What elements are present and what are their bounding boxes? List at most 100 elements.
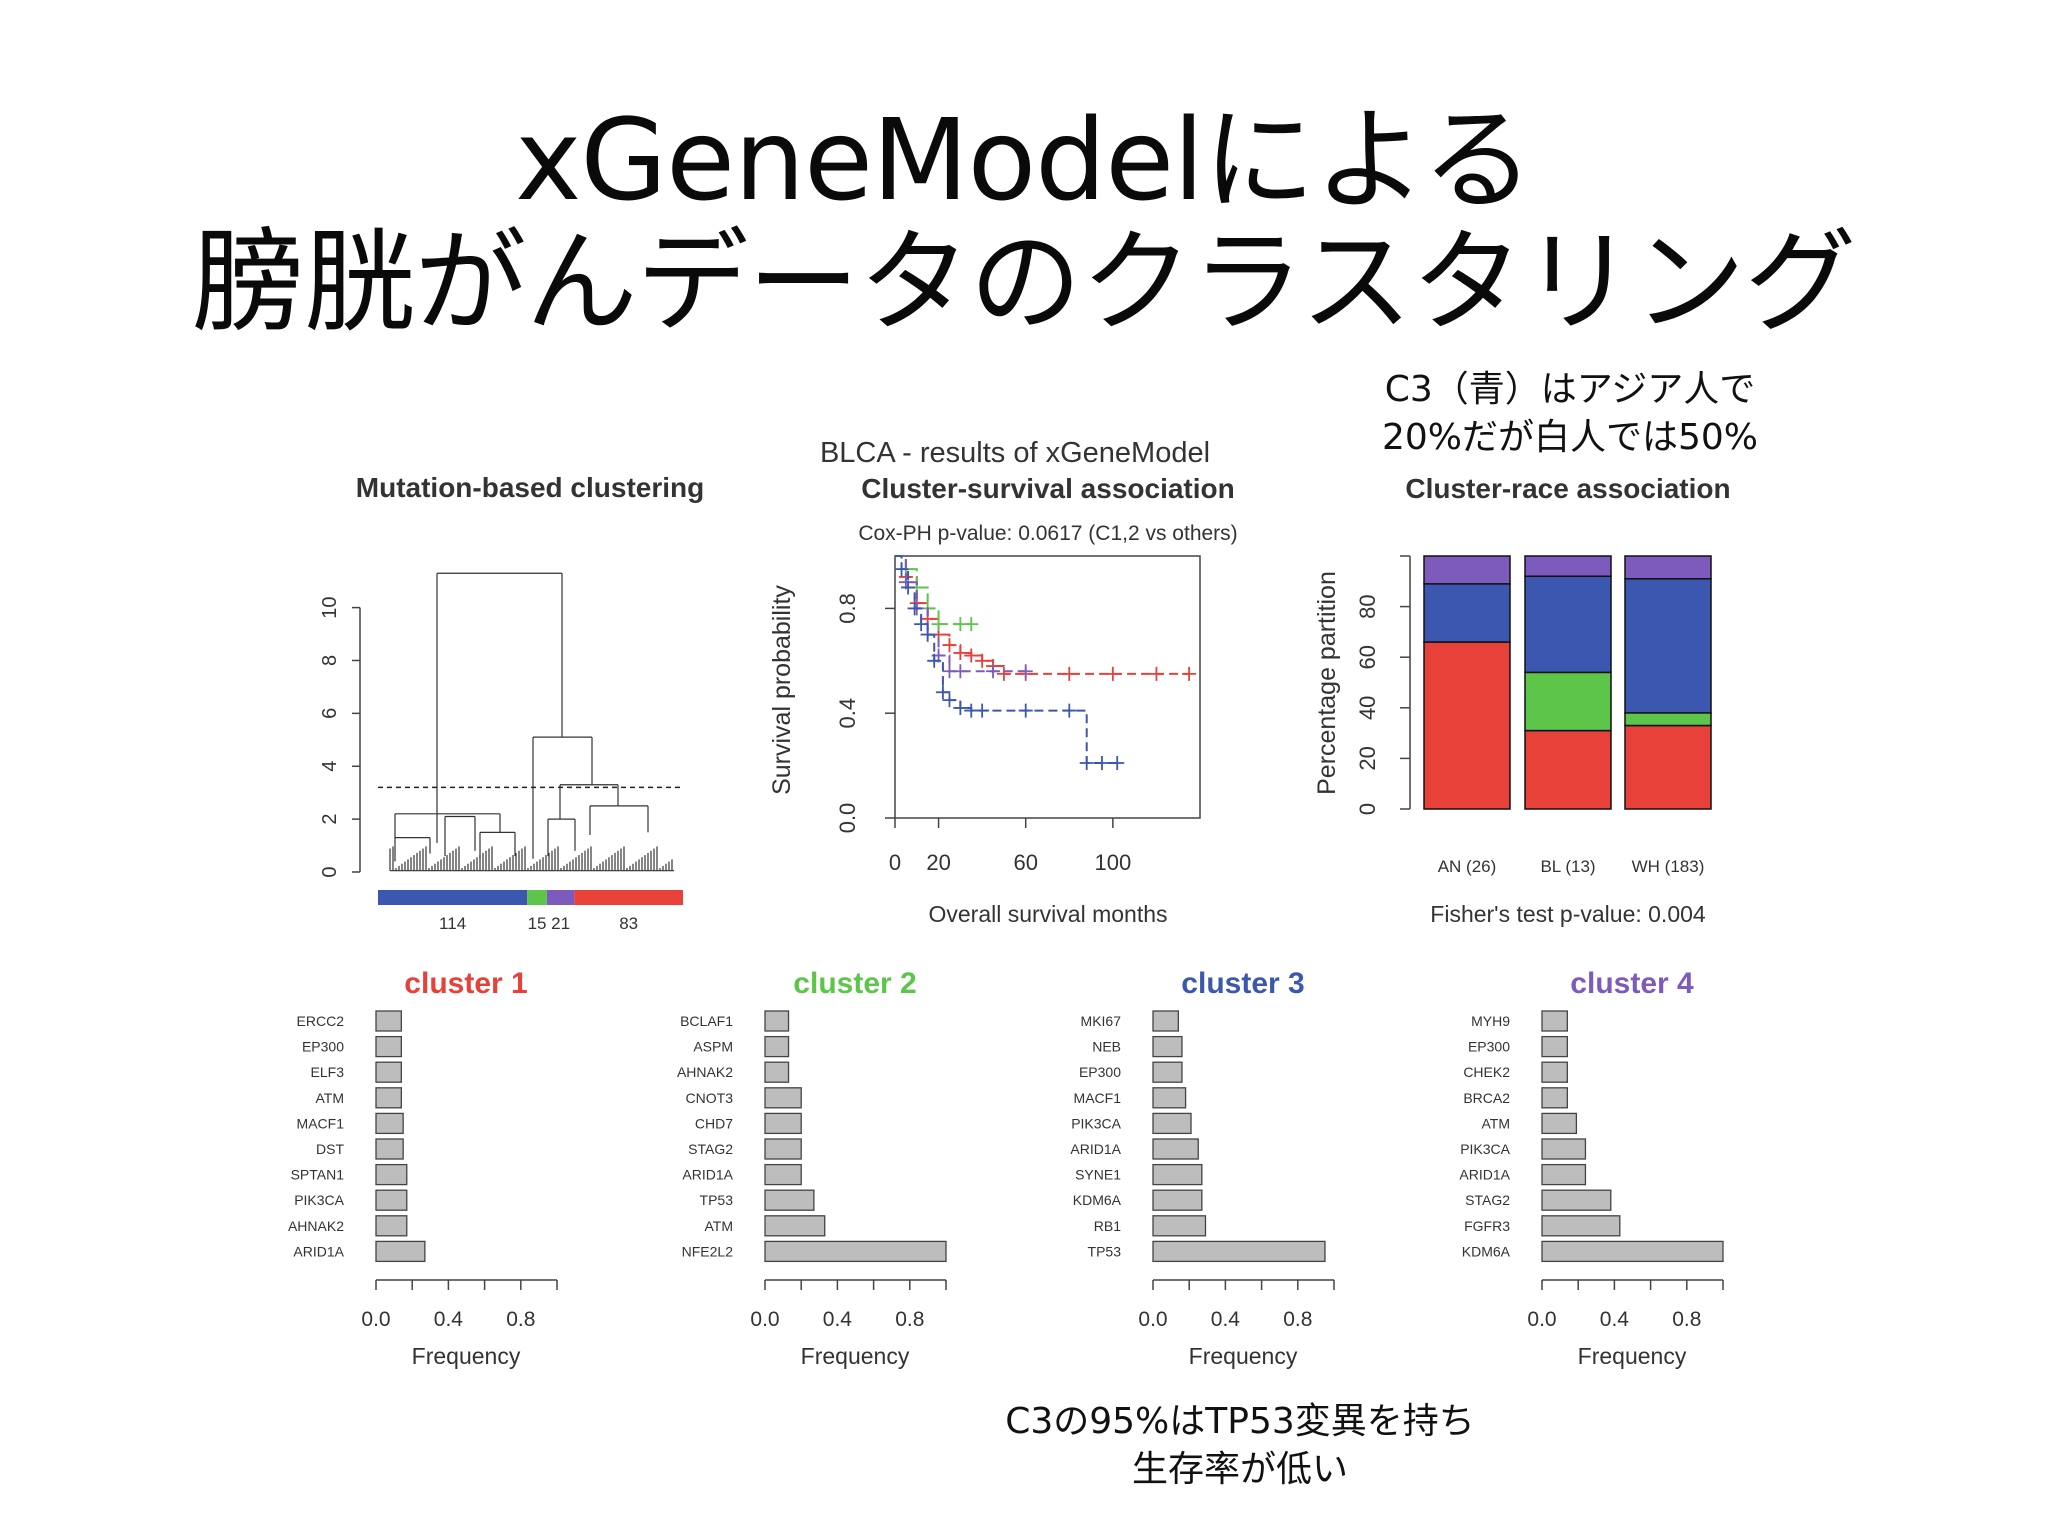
dendrogram-cluster-strip: [527, 890, 547, 905]
cluster1-bar: [375, 1087, 402, 1109]
cluster3-gene-label: EP300: [1079, 1064, 1121, 1080]
cluster4-gene-label: EP300: [1468, 1039, 1510, 1055]
cluster4-gene-label: ARID1A: [1459, 1167, 1510, 1183]
survival-censor-mark-blue: [1079, 755, 1094, 770]
cluster3-x-tick-label: 0.0: [1138, 1308, 1167, 1331]
tp53-annotation-line2: 生存率が低い: [1131, 1449, 1348, 1490]
race-bar-segment-green: [1624, 712, 1712, 727]
cluster2-x-tick-label: 0.8: [895, 1308, 924, 1331]
cluster2-gene-label: CHD7: [695, 1115, 733, 1131]
survival-censor-mark-blue: [927, 653, 942, 668]
cluster1-bar: [375, 1215, 408, 1237]
survival-x-tick-label: 20: [926, 850, 950, 875]
cluster2-bar: [764, 1087, 802, 1109]
survival-censor-mark-blue: [953, 700, 968, 715]
dendrogram-y-tick-label: 4: [319, 761, 341, 772]
survival-censor-mark-blue: [942, 693, 957, 708]
cluster3-gene-label: KDM6A: [1073, 1192, 1122, 1208]
race-bar-segment-red: [1624, 724, 1712, 810]
cluster1-x-tick-label: 0.0: [361, 1308, 390, 1331]
cluster4-bar: [1541, 1035, 1568, 1058]
cluster2-gene-label: TP53: [700, 1192, 734, 1208]
cluster3-bar: [1152, 1087, 1187, 1109]
survival-censor-mark-blue: [901, 580, 916, 595]
survival-censor-mark-purple: [953, 664, 968, 679]
cluster1-gene-label: DST: [316, 1141, 344, 1157]
cluster2-gene-label: AHNAK2: [677, 1064, 733, 1080]
dendrogram-title: Mutation-based clustering: [356, 472, 704, 503]
cluster4-x-tick-label: 0.0: [1527, 1308, 1556, 1331]
cluster3-bar: [1152, 1010, 1179, 1032]
race-annotation-line1: C3（青）はアジア人で: [1384, 369, 1756, 410]
cluster4-bar: [1541, 1240, 1724, 1263]
cluster4-gene-label: KDM6A: [1462, 1243, 1511, 1259]
survival-x-label: Overall survival months: [928, 901, 1167, 927]
cluster1-x-tick-label: 0.8: [506, 1308, 535, 1331]
race-y-tick-label: 60: [1355, 645, 1380, 669]
cluster3-gene-label: MACF1: [1074, 1090, 1122, 1106]
cluster3-gene-label: RB1: [1094, 1218, 1121, 1234]
race-bar-segment-blue: [1524, 575, 1612, 674]
dendrogram-cluster-strip: [574, 890, 683, 905]
cluster2-gene-label: CNOT3: [686, 1090, 734, 1106]
race-y-tick-label: 0: [1355, 803, 1380, 815]
survival-censor-mark-red: [1182, 666, 1197, 681]
cluster1-bar: [375, 1138, 404, 1160]
dendrogram-cluster-size: 114: [439, 914, 466, 933]
cluster2-x-label: Frequency: [801, 1343, 910, 1369]
dendrogram-cluster-strip: [546, 890, 575, 905]
cluster3-title: cluster 3: [1181, 967, 1304, 1000]
cluster4-bar: [1541, 1112, 1578, 1135]
survival-censor-mark-green: [964, 617, 979, 632]
cluster4-gene-label: MYH9: [1471, 1013, 1510, 1029]
cluster1-gene-label: ATM: [315, 1090, 344, 1106]
cluster3-bar: [1152, 1215, 1207, 1237]
cluster4-gene-label: BRCA2: [1463, 1090, 1510, 1106]
cluster2-gene-label: STAG2: [688, 1141, 733, 1157]
survival-censor-mark-blue: [894, 562, 909, 577]
cluster4-bar: [1541, 1163, 1587, 1186]
survival-censor-mark-red: [953, 645, 968, 660]
race-y-tick-label: 20: [1355, 746, 1380, 770]
cluster2-gene-label: NFE2L2: [682, 1243, 734, 1259]
survival-title: Cluster-survival association: [861, 473, 1234, 504]
cluster2-gene-label: ASPM: [693, 1039, 733, 1055]
cluster3-x-label: Frequency: [1189, 1343, 1298, 1369]
cluster2-bar: [764, 1215, 826, 1237]
race-panel: Cluster-race association 0 20 40 60 80 Percent…: [1313, 473, 1731, 927]
survival-censor-mark-red: [1062, 666, 1077, 681]
cluster3-gene-label: SYNE1: [1075, 1167, 1121, 1183]
dendrogram-y-tick-label: 0: [319, 866, 341, 877]
cluster4-panel: cluster 4 MYH9 EP300 CHEK2 BRCA2 ATM PIK3CA ARI…: [1459, 967, 1724, 1369]
cluster4-x-label: Frequency: [1578, 1343, 1687, 1369]
cluster2-bar: [764, 1061, 790, 1083]
race-category-label: WH (183): [1632, 857, 1705, 876]
race-bar-segment-purple: [1624, 555, 1712, 580]
cluster3-x-tick-label: 0.8: [1283, 1308, 1312, 1331]
cluster2-gene-label: BCLAF1: [680, 1013, 733, 1029]
survival-censor-mark-blue: [1062, 703, 1077, 718]
survival-censor-mark-red: [1149, 666, 1164, 681]
cluster4-gene-label: STAG2: [1465, 1192, 1510, 1208]
race-bar-segment-blue: [1423, 583, 1511, 643]
dendrogram-cluster-size: 15: [528, 914, 547, 933]
dendrogram-panel: Mutation-based clustering 0 2 4 6 8 10 114 15 21 8…: [319, 472, 704, 933]
survival-censor-mark-red: [964, 648, 979, 663]
cluster2-bar: [764, 1163, 802, 1186]
survival-censor-mark-blue: [1018, 703, 1033, 718]
survival-censor-mark-blue: [1110, 755, 1125, 770]
cluster4-x-tick-label: 0.8: [1672, 1308, 1701, 1331]
cluster4-gene-label: ATM: [1481, 1115, 1510, 1131]
cluster3-bar: [1152, 1240, 1326, 1263]
cluster2-gene-label: ARID1A: [682, 1167, 733, 1183]
dendrogram-y-tick-label: 6: [319, 708, 341, 719]
cluster1-bar: [375, 1240, 426, 1263]
cluster1-gene-label: ERCC2: [297, 1013, 345, 1029]
cluster3-gene-label: ARID1A: [1070, 1141, 1121, 1157]
cluster1-gene-label: AHNAK2: [288, 1218, 344, 1234]
cluster3-x-tick-label: 0.4: [1211, 1308, 1241, 1331]
slide-title-line2: 膀胱がんデータのクラスタリング: [192, 218, 1857, 348]
tp53-annotation: C3の95%はTP53変異を持ち 生存率が低い: [930, 1398, 1550, 1494]
cluster4-bar: [1541, 1138, 1587, 1160]
survival-censor-mark-blue: [907, 601, 922, 616]
